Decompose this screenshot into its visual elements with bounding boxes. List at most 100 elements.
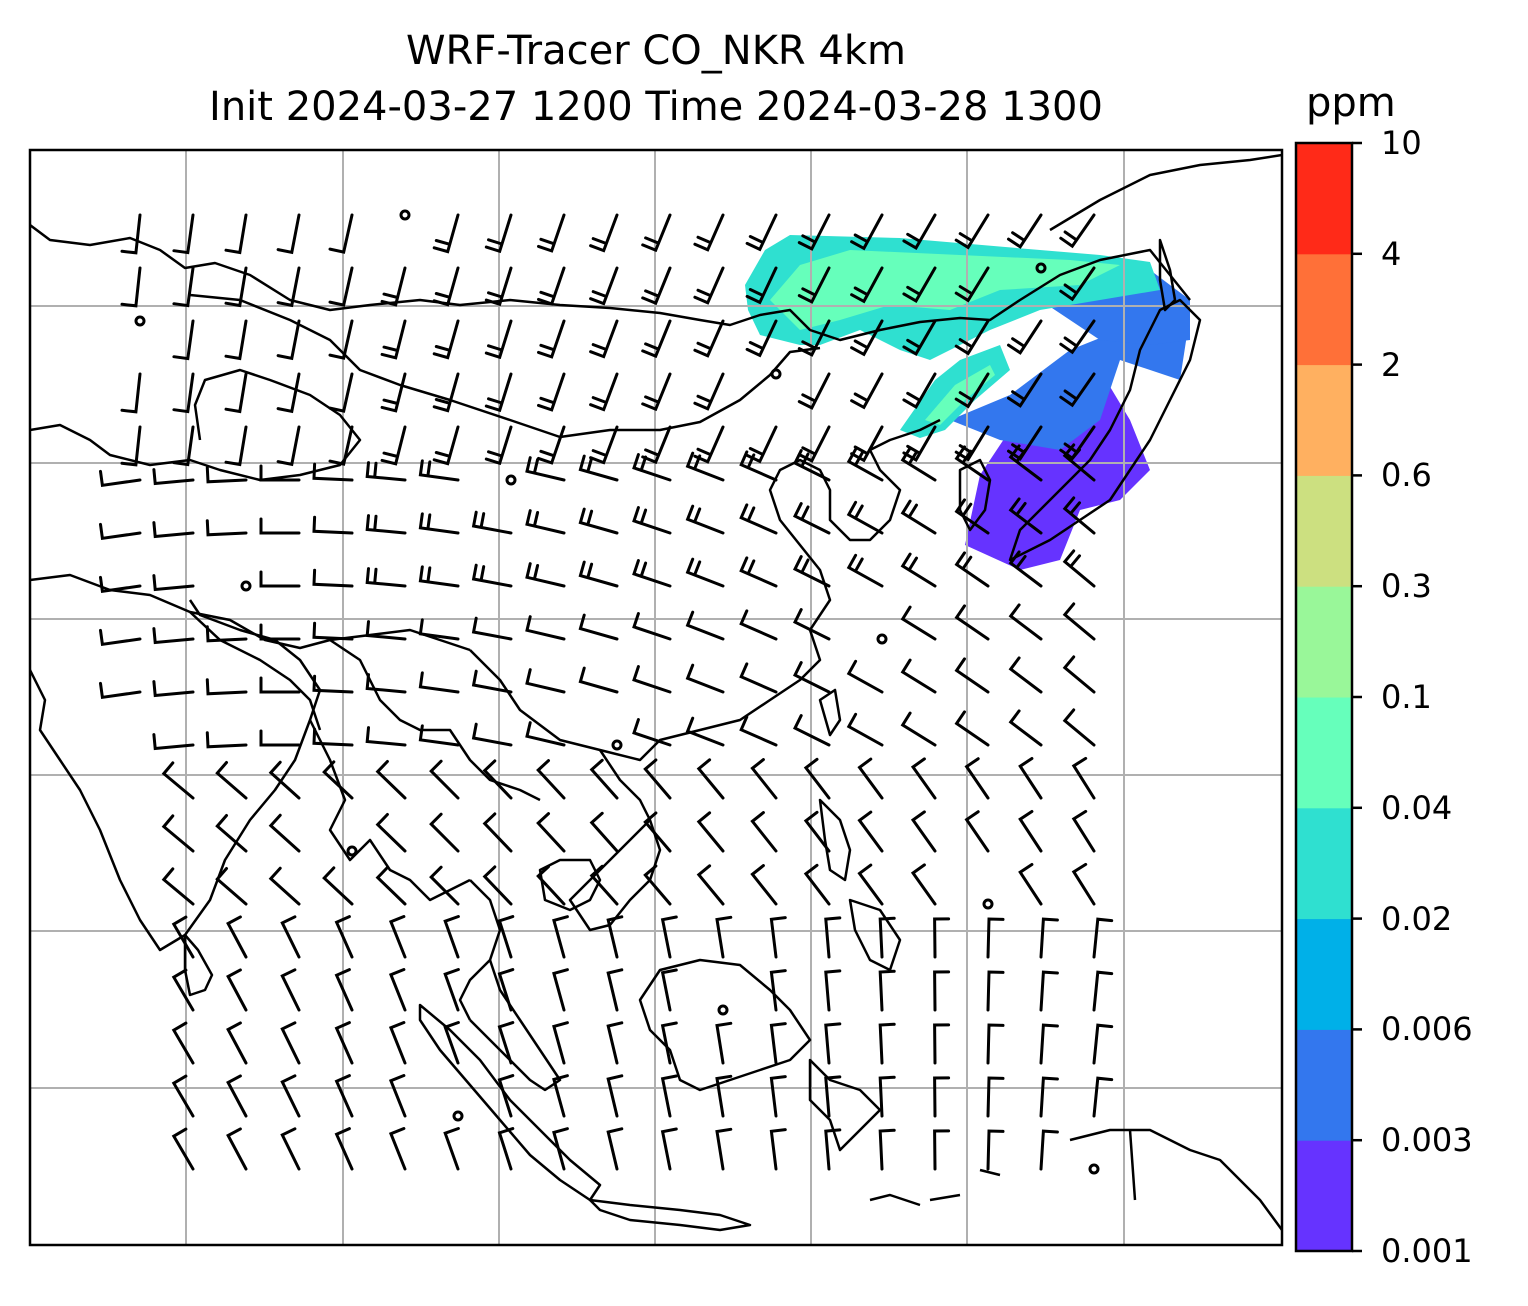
- wind-barb: [797, 319, 831, 357]
- wind-barb: [850, 213, 884, 251]
- wind-barb: [954, 445, 990, 482]
- wind-barb: [933, 1076, 951, 1118]
- wind-barb: [471, 616, 513, 641]
- wind-barb: [641, 319, 672, 359]
- wind-barb: [172, 213, 195, 255]
- taiwan: [818, 688, 842, 737]
- myanmar-coast: [308, 719, 471, 902]
- wind-barb: [792, 555, 831, 588]
- gulf-of-thailand: [458, 879, 502, 1021]
- wind-barb: [120, 425, 142, 467]
- wind-barb: [643, 811, 672, 853]
- wind-barb: [1008, 603, 1043, 641]
- wind-barb: [429, 759, 460, 800]
- wind-barb: [824, 1022, 842, 1065]
- wind-barb: [589, 758, 619, 800]
- wind-barb: [769, 1075, 787, 1118]
- wind-barb: [276, 266, 301, 308]
- wind-barb: [443, 1127, 460, 1171]
- wind-barb: [739, 662, 778, 694]
- wind-barb: [259, 729, 301, 747]
- wind-barb: [641, 425, 672, 465]
- wind-barb: [803, 810, 831, 853]
- wind-barb: [1092, 1023, 1114, 1065]
- wind-barb: [525, 562, 566, 588]
- wind-barb: [497, 1021, 515, 1065]
- plume-fill-0.04: [770, 250, 1120, 330]
- wind-barb: [152, 521, 195, 539]
- wind-barb: [606, 968, 624, 1012]
- wind-barb: [429, 812, 460, 853]
- wind-barb: [850, 319, 884, 357]
- wind-barb: [606, 1074, 624, 1118]
- wind-barb: [224, 213, 248, 255]
- colorbar-tick-label: 0.6: [1381, 456, 1432, 495]
- wind-barb: [276, 372, 301, 414]
- wind-barb: [172, 425, 195, 467]
- colorbar-tick-label: 0.04: [1381, 788, 1453, 827]
- sulawesi: [808, 1058, 882, 1152]
- colorbar-unit: ppm: [1306, 80, 1396, 126]
- wind-barb: [365, 673, 407, 694]
- wind-barb: [685, 451, 725, 482]
- wind-barb: [205, 625, 248, 643]
- wind-barb: [696, 758, 725, 800]
- wind-barb: [1008, 497, 1043, 535]
- wind-barb: [693, 213, 725, 252]
- wind-barb: [471, 669, 513, 694]
- wind-barb: [632, 453, 672, 482]
- wind-barb: [1059, 213, 1096, 249]
- wind-barb: [471, 722, 513, 747]
- wind-barb: [769, 916, 787, 959]
- wind-barb: [933, 917, 951, 959]
- wind-barb: [1018, 810, 1043, 853]
- wind-barb: [900, 605, 937, 641]
- wind-barb: [1059, 319, 1096, 355]
- wind-barb: [484, 213, 513, 254]
- wind-barb: [589, 864, 619, 906]
- wind-barb: [161, 867, 195, 906]
- wind-barb: [660, 1021, 678, 1065]
- wind-barb: [792, 608, 831, 641]
- wind-barb: [660, 915, 678, 959]
- colorbar-tick-label: 0.006: [1381, 1010, 1473, 1049]
- wind-barb: [276, 319, 301, 361]
- wind-barb: [850, 372, 884, 410]
- wind-barb: [312, 515, 354, 535]
- wind-barb: [322, 866, 354, 906]
- wind-calm-marker: [505, 474, 517, 486]
- cambodia: [538, 858, 602, 912]
- wind-barb: [1007, 319, 1043, 355]
- wind-calm-marker: [876, 633, 888, 645]
- wind-barb: [660, 1127, 678, 1171]
- wind-barb: [152, 627, 195, 645]
- wind-barb: [1092, 917, 1114, 959]
- wind-barb: [632, 718, 672, 747]
- wind-barb: [205, 519, 248, 537]
- wind-barb: [693, 319, 725, 358]
- wind-barb: [280, 1074, 301, 1118]
- wind-barb: [482, 759, 513, 800]
- wind-barb: [900, 499, 937, 535]
- borneo: [638, 958, 812, 1092]
- wind-barb: [643, 758, 672, 800]
- wind-barb: [769, 969, 787, 1012]
- wind-barb: [380, 319, 407, 360]
- wind-barb: [205, 731, 248, 749]
- wind-barb: [792, 714, 831, 747]
- wind-barb: [606, 1021, 624, 1065]
- colorbar-tick-label: 4: [1381, 234, 1402, 273]
- wind-barb: [954, 551, 990, 588]
- colorbar-segment: [1296, 475, 1352, 587]
- wind-barb: [632, 665, 672, 694]
- wind-barb: [537, 425, 566, 465]
- wind-barb: [537, 213, 566, 253]
- wind-barb: [259, 676, 301, 694]
- wind-barb: [900, 552, 937, 588]
- wind-barb: [552, 915, 569, 959]
- colorbar-tick-label: 0.3: [1381, 567, 1432, 606]
- wind-barb: [152, 733, 195, 751]
- wind-barb: [824, 916, 842, 959]
- russia-north-border: [30, 224, 1191, 342]
